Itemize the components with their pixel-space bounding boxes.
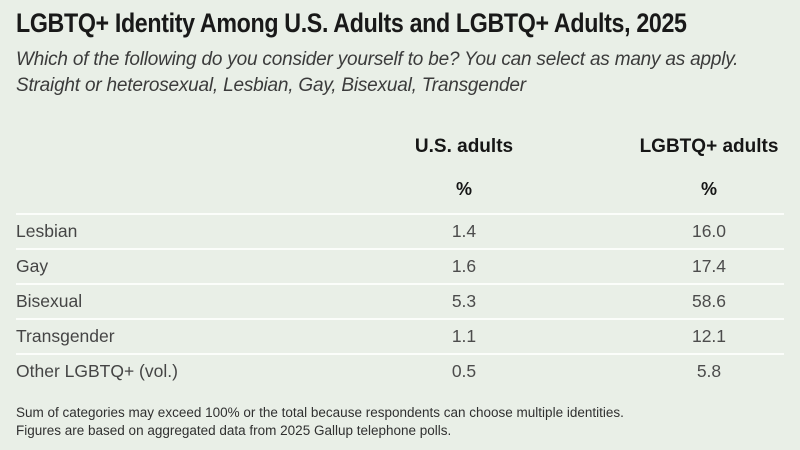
unit-us-adults: %	[455, 178, 472, 199]
lgbtq-adults-value: 16.0	[691, 221, 727, 242]
us-adults-value: 1.1	[451, 326, 477, 347]
lgbtq-adults-value: 12.1	[691, 326, 727, 347]
table-row-lesbian: Lesbian 1.4 16.0	[16, 213, 784, 248]
lgbtq-adults-value: 17.4	[691, 256, 727, 277]
row-label: Gay	[16, 256, 49, 277]
row-label: Other LGBTQ+ (vol.)	[16, 361, 178, 382]
table-row-transgender: Transgender 1.1 12.1	[16, 318, 784, 353]
table-row-bisexual: Bisexual 5.3 58.6	[16, 283, 784, 318]
table-row-gay: Gay 1.6 17.4	[16, 248, 784, 283]
lgbtq-adults-value: 58.6	[691, 291, 727, 312]
row-label: Transgender	[16, 326, 115, 347]
table-body: Lesbian 1.4 16.0 Gay 1.6 17.4 Bisexual 5…	[16, 213, 784, 388]
us-adults-value: 5.3	[451, 291, 477, 312]
table-row-other-lgbtq: Other LGBTQ+ (vol.) 0.5 5.8	[16, 353, 784, 388]
footnote-line-1: Sum of categories may exceed 100% or the…	[16, 405, 624, 421]
page-title: LGBTQ+ Identity Among U.S. Adults and LG…	[16, 8, 687, 38]
survey-question: Which of the following do you consider y…	[16, 48, 739, 96]
us-adults-value: 1.6	[451, 256, 477, 277]
footnote-line-2: Figures are based on aggregated data fro…	[16, 423, 452, 439]
unit-lgbtq-adults: %	[700, 178, 717, 199]
table-header: U.S. adults LGBTQ+ adults % %	[16, 136, 784, 200]
column-header-row: U.S. adults LGBTQ+ adults	[16, 136, 784, 158]
row-label: Lesbian	[16, 221, 78, 242]
lgbtq-adults-value: 5.8	[696, 361, 722, 382]
us-adults-value: 1.4	[451, 221, 477, 242]
column-header-us-adults: U.S. adults	[414, 136, 514, 158]
unit-header-row: % %	[16, 178, 784, 200]
column-header-lgbtq-adults: LGBTQ+ adults	[639, 136, 779, 158]
footnote: Sum of categories may exceed 100% or the…	[16, 404, 784, 440]
row-label: Bisexual	[16, 291, 83, 312]
us-adults-value: 0.5	[451, 361, 477, 382]
